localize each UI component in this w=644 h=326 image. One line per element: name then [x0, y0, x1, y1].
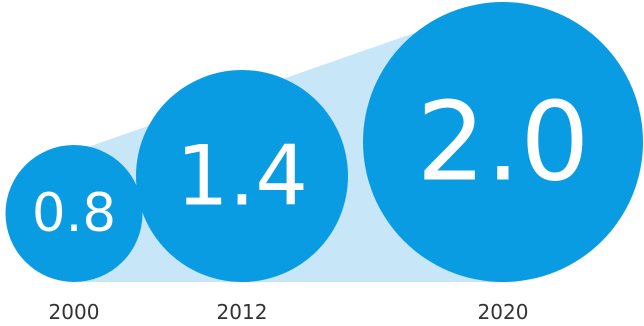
bubbles-layer: 0.8 1.4 2.0	[5, 2, 643, 282]
bubble-value-label: 2.0	[416, 79, 589, 206]
bubble-2000: 0.8	[5, 144, 143, 282]
bubble-circle	[5, 144, 143, 282]
bubble-2012: 1.4	[136, 70, 348, 282]
bubble-value-label: 0.8	[32, 183, 116, 244]
year-label-2000: 2000	[49, 300, 100, 324]
bubble-circle	[363, 2, 643, 282]
bubble-circle	[136, 70, 348, 282]
year-label-2020: 2020	[478, 300, 529, 324]
year-labels-layer: 2000 2012 2020	[49, 300, 529, 324]
bubble-value-label: 1.4	[176, 128, 308, 225]
bubble-2020: 2.0	[363, 2, 643, 282]
year-label-2012: 2012	[217, 300, 268, 324]
